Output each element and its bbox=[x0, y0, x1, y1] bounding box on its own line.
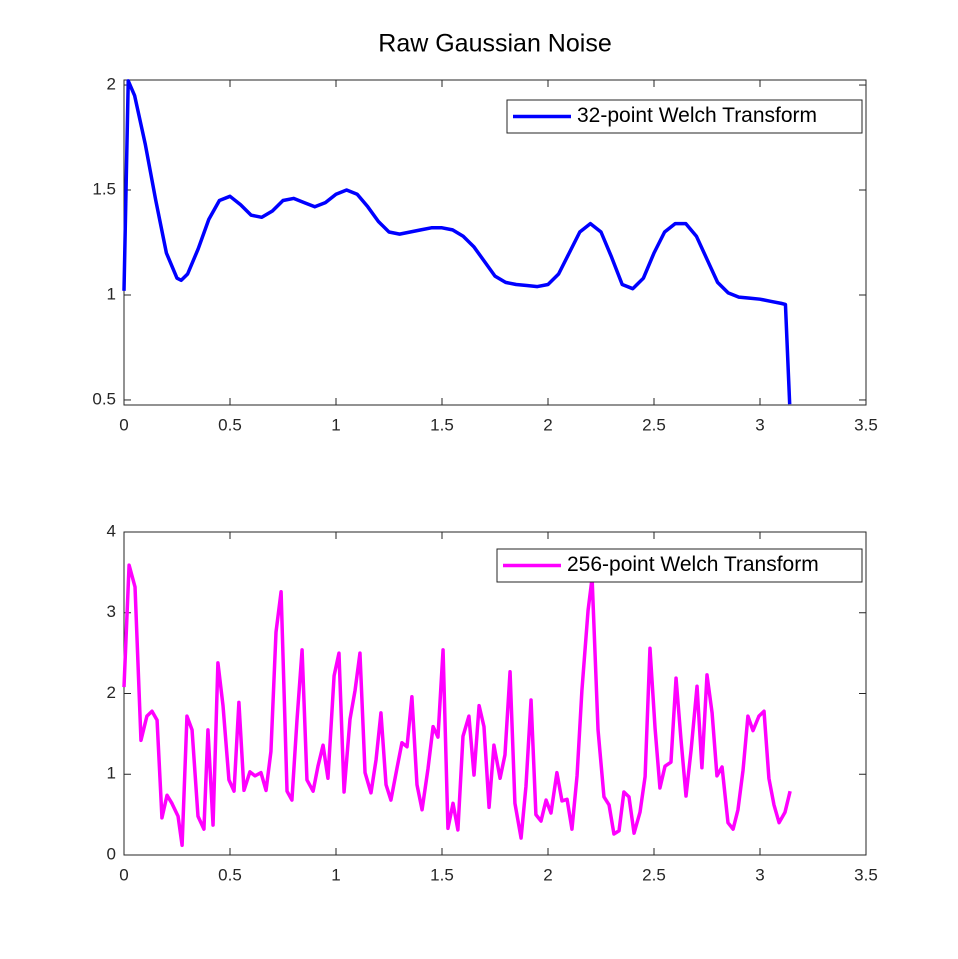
series-line bbox=[122, 563, 792, 848]
x-tick-label: 1 bbox=[331, 415, 340, 434]
x-tick-label: 0.5 bbox=[218, 415, 242, 434]
chart-title: Raw Gaussian Noise bbox=[378, 30, 611, 58]
x-tick-label: 1 bbox=[331, 865, 340, 884]
x-tick-label: 0 bbox=[119, 865, 128, 884]
x-tick-label: 2 bbox=[543, 415, 552, 434]
y-tick-label: 4 bbox=[107, 521, 116, 540]
y-tick-label: 2 bbox=[107, 683, 116, 702]
x-tick-label: 3.5 bbox=[854, 865, 878, 884]
axes-box bbox=[123, 531, 867, 856]
y-tick-label: 0 bbox=[107, 844, 116, 863]
x-tick-label: 0 bbox=[119, 415, 128, 434]
legend-label: 256-point Welch Transform bbox=[567, 553, 819, 576]
series-line bbox=[122, 79, 792, 405]
legend-label: 32-point Welch Transform bbox=[577, 104, 817, 127]
x-tick-label: 2.5 bbox=[642, 865, 666, 884]
x-tick-label: 3 bbox=[755, 415, 764, 434]
x-tick-label: 2.5 bbox=[642, 415, 666, 434]
y-tick-label: 2 bbox=[107, 75, 116, 94]
y-tick-label: 1 bbox=[107, 284, 116, 303]
y-tick-label: 3 bbox=[107, 602, 116, 621]
y-tick-label: 0.5 bbox=[92, 389, 116, 408]
x-tick-label: 3 bbox=[755, 865, 764, 884]
x-tick-label: 1.5 bbox=[430, 865, 454, 884]
x-tick-label: 3.5 bbox=[854, 415, 878, 434]
y-tick-label: 1 bbox=[107, 764, 116, 783]
x-tick-label: 1.5 bbox=[430, 415, 454, 434]
y-tick-label: 1.5 bbox=[92, 179, 116, 198]
x-tick-label: 2 bbox=[543, 865, 552, 884]
x-tick-label: 0.5 bbox=[218, 865, 242, 884]
